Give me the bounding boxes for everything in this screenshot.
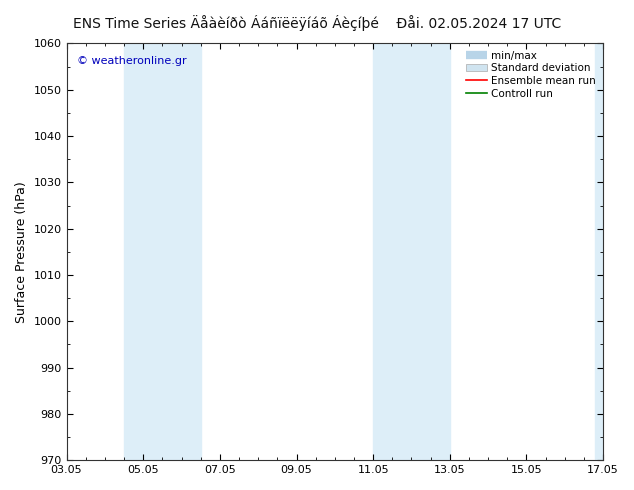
Bar (373, 44, 411, 460)
Text: © weatheronline.gr: © weatheronline.gr (77, 56, 187, 66)
Bar (124, 44, 162, 460)
Bar (595, 44, 603, 460)
Text: ENS Time Series Äåàèíðò Ááñïëëÿíáõ Áèçíþé    Ðåi. 02.05.2024 17 UTC: ENS Time Series Äåàèíðò Ááñïëëÿíáõ Áèçíþ… (73, 15, 561, 31)
Bar (162, 44, 201, 460)
Bar (411, 44, 450, 460)
Y-axis label: Surface Pressure (hPa): Surface Pressure (hPa) (15, 181, 28, 323)
Legend: min/max, Standard deviation, Ensemble mean run, Controll run: min/max, Standard deviation, Ensemble me… (464, 49, 598, 100)
